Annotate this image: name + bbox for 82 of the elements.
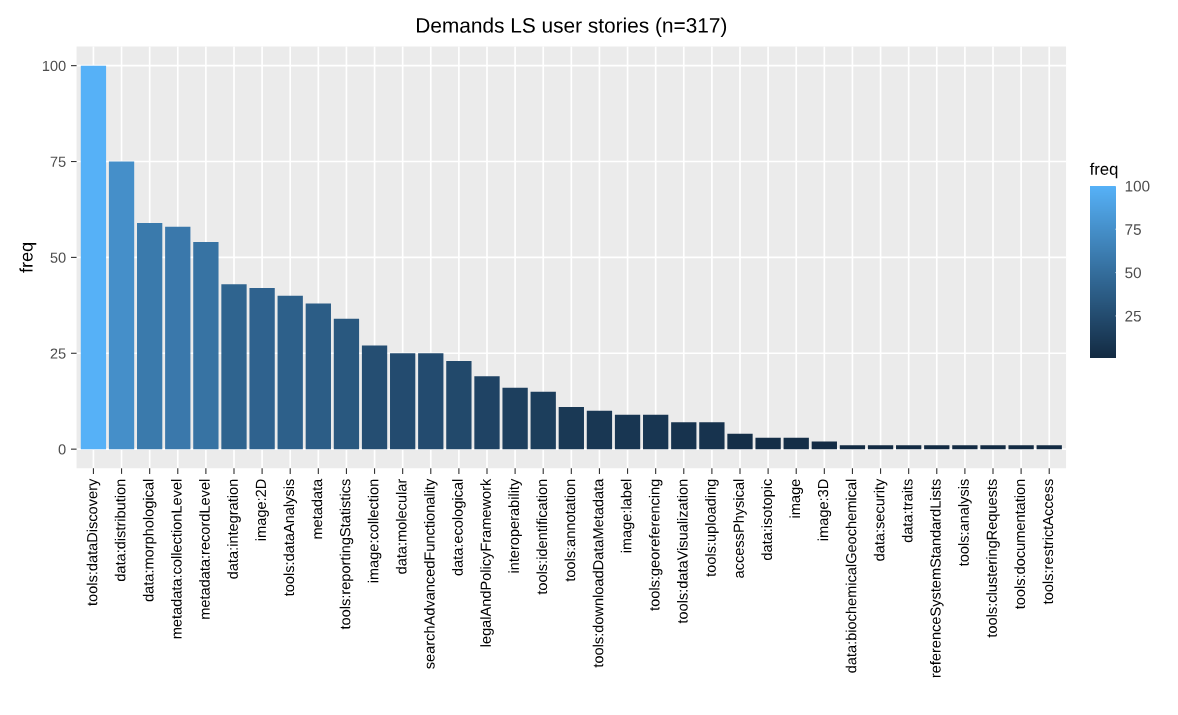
x-tick-label: data:ecological xyxy=(452,479,466,576)
bar xyxy=(418,353,444,450)
bar xyxy=(530,391,556,450)
bar xyxy=(867,445,894,450)
x-tick-label: data:integration xyxy=(227,479,241,579)
x-tick-label: data:isotopic xyxy=(761,479,775,561)
x-tick-label: image:label xyxy=(620,479,635,553)
bar xyxy=(221,284,247,450)
bar xyxy=(643,414,669,450)
x-tick-label: tools:dataDiscovery xyxy=(86,478,101,606)
bar xyxy=(586,410,613,450)
x-tick-label: tools:uploading xyxy=(705,479,719,577)
x-tick-label: image:3D xyxy=(817,479,832,541)
x-tick-label: data:molecular xyxy=(395,478,407,574)
bar xyxy=(671,422,697,450)
color-bar-label: 50 xyxy=(1125,267,1141,279)
bar xyxy=(446,360,472,450)
bar xyxy=(811,441,837,450)
x-tick-label: image:collection xyxy=(367,479,382,583)
x-tick-label: tools:restrictAccess xyxy=(1042,479,1054,605)
x-tick-label: metadata xyxy=(311,478,323,539)
bar xyxy=(727,433,753,450)
bar xyxy=(165,226,191,450)
x-tick-label: tools:clusteringRequests xyxy=(986,479,1000,638)
bar xyxy=(305,303,331,450)
bar xyxy=(361,345,388,450)
color-bar-label: 75 xyxy=(1125,224,1141,235)
y-tick-label: 75 xyxy=(50,156,66,167)
x-tick-label: searchAdvancedFunctionality xyxy=(423,478,438,669)
y-axis-title: freq xyxy=(19,243,37,273)
color-bar-label: 25 xyxy=(1125,310,1141,322)
y-tick-label: 0 xyxy=(58,444,66,455)
bar xyxy=(277,295,303,450)
y-tick-label: 25 xyxy=(50,348,66,359)
bar xyxy=(390,353,416,450)
x-tick-label: tools:analysis xyxy=(958,479,972,567)
x-tick-label: tools:dataVisualization xyxy=(676,479,688,624)
x-tick-label: metadata:collectionLevel xyxy=(170,479,182,639)
x-tick-label: data:morphological xyxy=(142,479,157,602)
bar xyxy=(193,242,219,450)
bar xyxy=(249,288,275,450)
bar xyxy=(614,414,641,450)
x-tick-label: data:traits xyxy=(901,479,913,543)
bar xyxy=(896,445,922,450)
bar xyxy=(333,318,360,450)
bar xyxy=(558,406,584,450)
color-bar-label: 100 xyxy=(1125,180,1150,192)
bar xyxy=(952,445,978,450)
color-bar-title: freq xyxy=(1089,162,1118,179)
x-tick-label: interoperability xyxy=(508,478,522,573)
x-tick-label: tools:documentation xyxy=(1014,479,1026,610)
x-tick-label: tools:identification xyxy=(536,479,548,595)
bar xyxy=(1008,445,1034,450)
x-tick-label: tools:annotation xyxy=(564,479,576,582)
x-tick-label: metadata:recordLevel xyxy=(199,479,210,619)
x-tick-label: data:security xyxy=(873,478,888,561)
x-tick-label: image:2D xyxy=(255,479,269,541)
bar xyxy=(699,422,725,450)
bar xyxy=(755,437,781,450)
x-tick-label: referenceSystemStandardLists xyxy=(929,479,944,678)
bar xyxy=(137,222,163,450)
bar xyxy=(980,445,1006,450)
bar xyxy=(108,161,135,450)
x-tick-label: accessPhysical xyxy=(733,479,747,578)
bar xyxy=(924,445,950,450)
bar xyxy=(1036,445,1062,450)
x-tick-label: tools:dataAnalysis xyxy=(283,479,298,597)
y-tick-label: 50 xyxy=(50,252,66,263)
chart-title: Demands LS user stories (n=317) xyxy=(417,17,727,37)
bar xyxy=(783,437,809,450)
x-tick-label: tools:georeferencing xyxy=(648,479,663,611)
x-tick-label: data:distribution xyxy=(114,479,126,582)
x-tick-label: legalAndPolicyFramework xyxy=(480,478,494,647)
bar xyxy=(839,445,866,450)
x-tick-label: image xyxy=(789,479,804,518)
y-tick-label: 100 xyxy=(42,60,66,72)
x-tick-label: tools:downloadDataMetadata xyxy=(592,478,604,668)
bar xyxy=(80,65,107,450)
x-tick-label: data:biochemicalGeochemical xyxy=(845,479,857,673)
x-tick-label: tools:reportingStatistics xyxy=(339,479,354,630)
bar xyxy=(474,376,500,450)
bar xyxy=(502,387,528,450)
